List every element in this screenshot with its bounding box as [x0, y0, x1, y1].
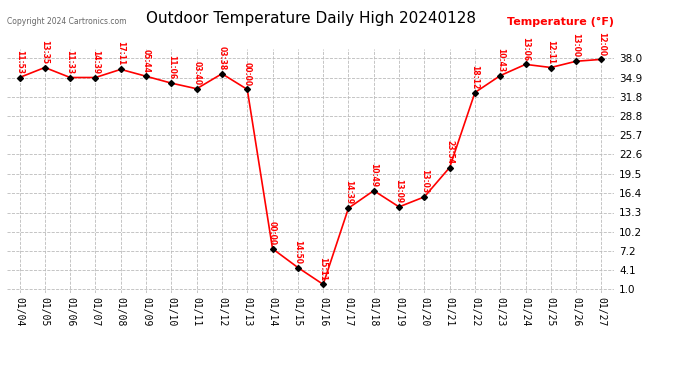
Text: 14:50: 14:50 [293, 240, 302, 264]
Text: 05:44: 05:44 [141, 49, 150, 73]
Text: Temperature (°F): Temperature (°F) [507, 17, 614, 27]
Text: 03:38: 03:38 [217, 46, 226, 70]
Text: 13:03: 13:03 [420, 169, 429, 193]
Text: 10:43: 10:43 [495, 48, 505, 72]
Text: 11:06: 11:06 [167, 56, 176, 80]
Text: 23:54: 23:54 [445, 140, 454, 164]
Text: Outdoor Temperature Daily High 20240128: Outdoor Temperature Daily High 20240128 [146, 11, 475, 26]
Text: 14:39: 14:39 [91, 50, 100, 74]
Text: 00:00: 00:00 [268, 221, 277, 245]
Text: 13:00: 13:00 [571, 33, 581, 58]
Text: 17:11: 17:11 [116, 42, 126, 66]
Text: Copyright 2024 Cartronics.com: Copyright 2024 Cartronics.com [7, 17, 126, 26]
Text: 11:53: 11:53 [15, 50, 24, 74]
Text: 14:39: 14:39 [344, 180, 353, 204]
Text: 11:33: 11:33 [66, 50, 75, 74]
Text: 12:11: 12:11 [546, 40, 555, 64]
Text: 13:09: 13:09 [395, 179, 404, 203]
Text: 10:49: 10:49 [369, 163, 378, 187]
Text: 13:35: 13:35 [40, 40, 50, 64]
Text: 15:11: 15:11 [319, 257, 328, 281]
Text: 00:00: 00:00 [243, 62, 252, 86]
Text: 12:00: 12:00 [597, 32, 606, 56]
Text: 13:06: 13:06 [521, 37, 530, 61]
Text: 03:40: 03:40 [192, 61, 201, 85]
Text: 18:12: 18:12 [471, 64, 480, 89]
